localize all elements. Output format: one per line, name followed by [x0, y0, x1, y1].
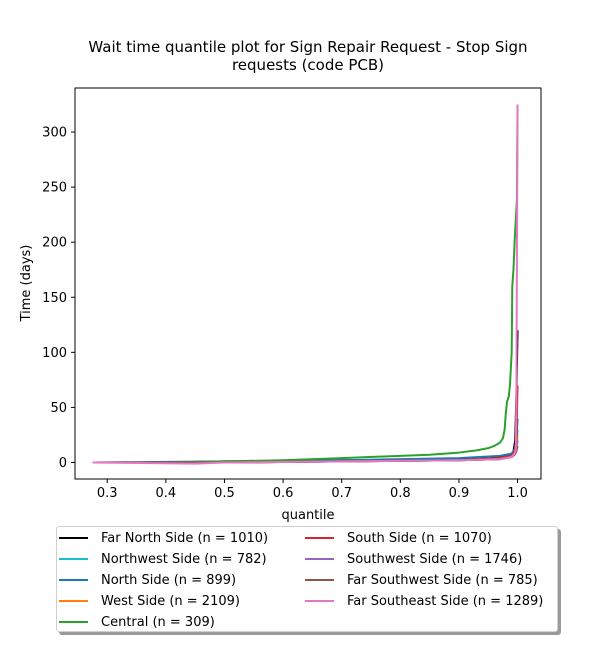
- legend-label: South Side (n = 1070): [347, 530, 492, 546]
- legend-label: North Side (n = 899): [101, 572, 237, 588]
- y-tick-label: 300: [42, 126, 67, 141]
- legend: Far North Side (n = 1010) Northwest Side …: [56, 526, 558, 632]
- y-tick-label: 0: [59, 456, 67, 471]
- x-tick-label: 0.9: [449, 486, 470, 501]
- legend-label: Far Southwest Side (n = 785): [347, 572, 538, 588]
- legend-item: South Side (n = 1070): [305, 529, 492, 547]
- legend-swatch: [59, 558, 88, 560]
- x-tick-label: 0.6: [273, 486, 294, 501]
- legend-swatch: [305, 600, 334, 602]
- legend-swatch: [59, 600, 88, 602]
- legend-item: Far North Side (n = 1010): [59, 529, 268, 547]
- series-line-5: [92, 385, 519, 464]
- legend-swatch: [305, 537, 334, 539]
- y-tick-label: 200: [42, 236, 67, 251]
- y-axis-ticks: 0 50 100 150 200 250 300: [42, 126, 75, 471]
- y-tick-label: 100: [42, 346, 67, 361]
- series-line-4: [92, 104, 519, 464]
- chart-title-line2: requests (code PCB): [232, 56, 384, 74]
- series-line-0: [92, 330, 519, 464]
- legend-label: Northwest Side (n = 782): [101, 551, 267, 567]
- plot-frame: [74, 87, 542, 480]
- legend-label: Southwest Side (n = 1746): [347, 551, 523, 567]
- x-axis-label: quantile: [281, 508, 334, 523]
- legend-item: Central (n = 309): [59, 613, 215, 631]
- legend-label: Central (n = 309): [101, 614, 215, 630]
- x-tick-label: 0.8: [390, 486, 411, 501]
- series-line-2: [92, 418, 519, 464]
- x-tick-label: 1.0: [507, 486, 528, 501]
- legend-label: Far North Side (n = 1010): [101, 530, 269, 546]
- x-tick-label: 0.7: [331, 486, 352, 501]
- legend-swatch: [305, 558, 334, 560]
- legend-swatch: [59, 621, 88, 623]
- legend-label: Far Southeast Side (n = 1289): [347, 593, 544, 609]
- y-tick-label: 50: [50, 401, 67, 416]
- chart-title: Wait time quantile plot for Sign Repair …: [88, 38, 527, 56]
- series-line-8: [92, 104, 519, 465]
- legend-swatch: [59, 537, 88, 539]
- legend-item: Far Southeast Side (n = 1289): [305, 592, 543, 610]
- series-layer: [92, 104, 519, 465]
- y-axis-label: Time (days): [19, 245, 34, 323]
- legend-label: West Side (n = 2109): [101, 593, 240, 609]
- x-tick-label: 0.3: [97, 486, 118, 501]
- legend-item: West Side (n = 2109): [59, 592, 240, 610]
- y-tick-label: 150: [42, 291, 67, 306]
- legend-item: Southwest Side (n = 1746): [305, 550, 522, 568]
- x-tick-label: 0.4: [156, 486, 177, 501]
- legend-swatch: [59, 579, 88, 581]
- x-axis-ticks: 0.3 0.4 0.5 0.6 0.7 0.8 0.9 1.0: [97, 479, 528, 501]
- y-tick-label: 250: [42, 181, 67, 196]
- legend-item: Far Southwest Side (n = 785): [305, 571, 538, 589]
- x-tick-label: 0.5: [214, 486, 235, 501]
- legend-item: North Side (n = 899): [59, 571, 236, 589]
- legend-item: Northwest Side (n = 782): [59, 550, 267, 568]
- legend-swatch: [305, 579, 334, 581]
